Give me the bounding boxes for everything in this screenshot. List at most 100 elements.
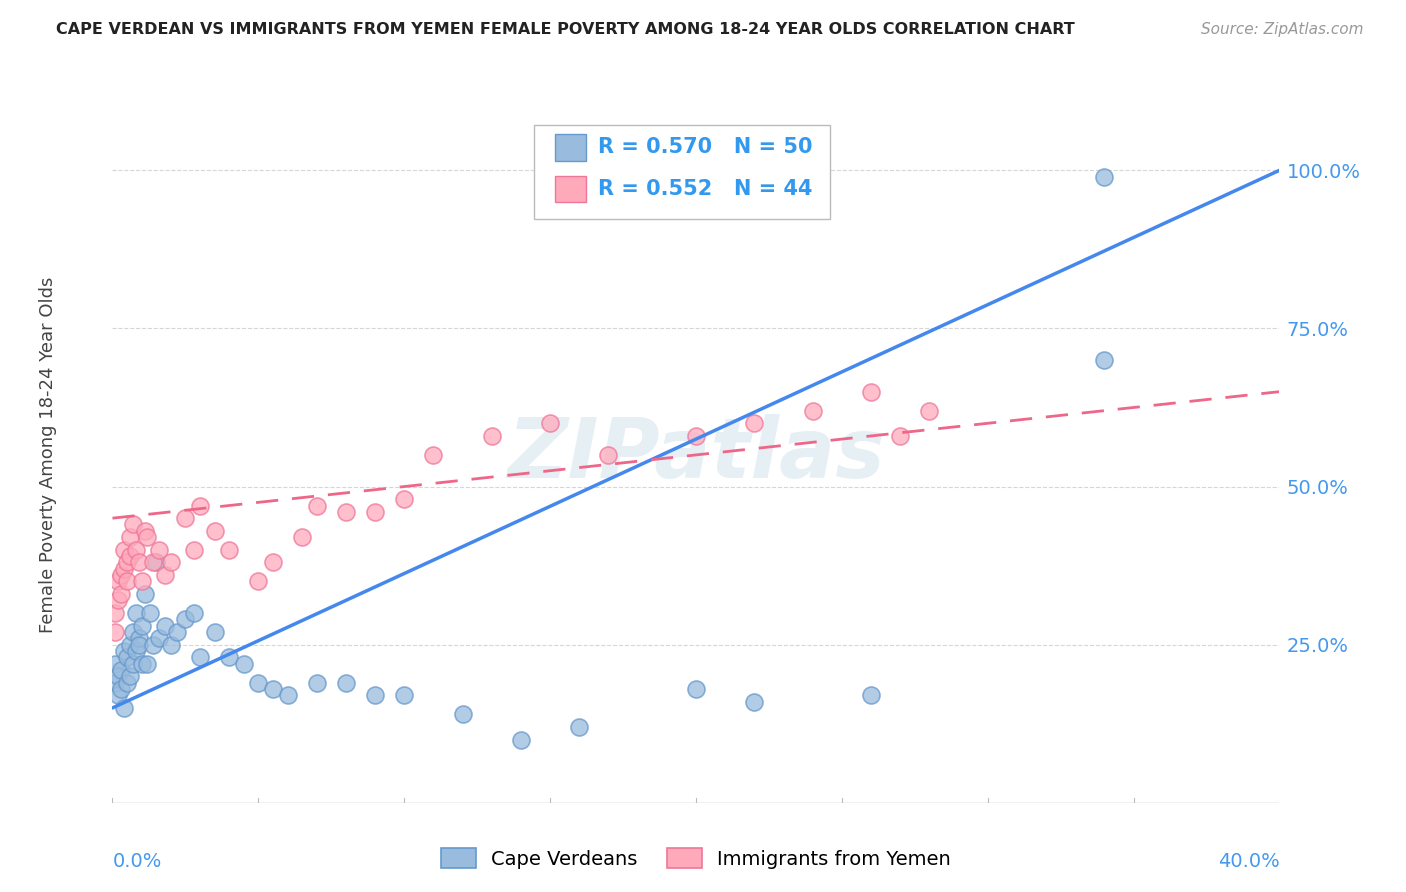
Point xyxy=(204,625,226,640)
Point xyxy=(291,530,314,544)
Point xyxy=(364,688,387,702)
Point xyxy=(305,499,328,513)
Point xyxy=(145,556,167,570)
Point xyxy=(174,612,197,626)
Point xyxy=(598,448,620,462)
Point xyxy=(305,675,328,690)
Point xyxy=(128,556,150,570)
Point xyxy=(568,720,591,734)
Point xyxy=(148,542,170,557)
Point xyxy=(742,417,765,431)
Point xyxy=(125,542,148,557)
Point xyxy=(118,669,141,683)
Point xyxy=(160,556,183,570)
Point xyxy=(538,417,561,431)
Point xyxy=(481,429,503,443)
Point xyxy=(139,606,162,620)
Text: 40.0%: 40.0% xyxy=(1218,852,1279,871)
Point xyxy=(335,675,357,690)
Text: ZIPatlas: ZIPatlas xyxy=(508,415,884,495)
Point xyxy=(451,707,474,722)
Point xyxy=(188,499,211,513)
Point xyxy=(122,657,145,671)
Point xyxy=(131,618,153,632)
Point xyxy=(335,505,357,519)
Point xyxy=(801,403,824,417)
Point xyxy=(247,675,270,690)
Point xyxy=(115,650,138,665)
Point xyxy=(112,542,135,557)
Point xyxy=(118,638,141,652)
Point xyxy=(364,505,387,519)
Point xyxy=(183,542,205,557)
Point xyxy=(104,606,127,620)
Point xyxy=(218,650,240,665)
Point xyxy=(107,669,129,683)
Point xyxy=(128,638,150,652)
Point xyxy=(1092,169,1115,184)
Point xyxy=(392,688,416,702)
Point xyxy=(104,675,127,690)
Point xyxy=(122,517,145,532)
Point xyxy=(136,657,159,671)
Point xyxy=(276,688,298,702)
Point xyxy=(125,644,148,658)
Point xyxy=(160,638,183,652)
Point xyxy=(166,625,188,640)
Point xyxy=(131,574,153,589)
Point xyxy=(107,574,129,589)
Point xyxy=(218,542,240,557)
Point xyxy=(232,657,254,671)
Point xyxy=(742,695,765,709)
Legend: Cape Verdeans, Immigrants from Yemen: Cape Verdeans, Immigrants from Yemen xyxy=(433,840,959,877)
Point xyxy=(112,644,135,658)
Text: R = 0.552   N = 44: R = 0.552 N = 44 xyxy=(598,179,813,199)
Point xyxy=(392,492,416,507)
Point xyxy=(118,530,141,544)
Point xyxy=(918,403,941,417)
Point xyxy=(115,675,138,690)
Point xyxy=(118,549,141,563)
Point xyxy=(115,574,138,589)
Point xyxy=(104,657,127,671)
Point xyxy=(859,384,883,399)
Point xyxy=(142,556,165,570)
Point xyxy=(148,632,170,646)
Point xyxy=(107,688,129,702)
Point xyxy=(142,638,165,652)
Point xyxy=(262,556,284,570)
Point xyxy=(122,625,145,640)
Point xyxy=(110,681,132,696)
Point xyxy=(115,556,138,570)
Point xyxy=(889,429,911,443)
Point xyxy=(131,657,153,671)
Point xyxy=(685,681,707,696)
Point xyxy=(422,448,444,462)
Point xyxy=(125,606,148,620)
Point xyxy=(112,701,135,715)
Point xyxy=(247,574,270,589)
Point xyxy=(1092,353,1115,368)
Point xyxy=(110,587,132,601)
Point xyxy=(262,681,284,696)
Point xyxy=(183,606,205,620)
Point xyxy=(859,688,883,702)
Point xyxy=(174,511,197,525)
Point xyxy=(110,568,132,582)
Text: R = 0.570   N = 50: R = 0.570 N = 50 xyxy=(598,137,813,157)
Text: Female Poverty Among 18-24 Year Olds: Female Poverty Among 18-24 Year Olds xyxy=(39,277,58,633)
Point xyxy=(104,625,127,640)
Point xyxy=(153,568,176,582)
Point xyxy=(112,562,135,576)
Point xyxy=(509,732,531,747)
Point xyxy=(153,618,176,632)
Point xyxy=(110,663,132,677)
Text: CAPE VERDEAN VS IMMIGRANTS FROM YEMEN FEMALE POVERTY AMONG 18-24 YEAR OLDS CORRE: CAPE VERDEAN VS IMMIGRANTS FROM YEMEN FE… xyxy=(56,22,1076,37)
Point xyxy=(134,587,156,601)
Point xyxy=(136,530,159,544)
Point xyxy=(107,593,129,607)
Text: 0.0%: 0.0% xyxy=(112,852,162,871)
Point xyxy=(188,650,211,665)
Point xyxy=(204,524,226,538)
Text: Source: ZipAtlas.com: Source: ZipAtlas.com xyxy=(1201,22,1364,37)
